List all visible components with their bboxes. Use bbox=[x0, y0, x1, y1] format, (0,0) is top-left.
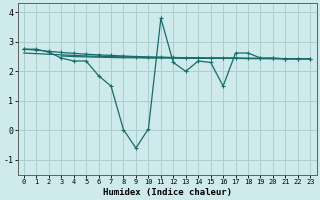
X-axis label: Humidex (Indice chaleur): Humidex (Indice chaleur) bbox=[103, 188, 232, 197]
